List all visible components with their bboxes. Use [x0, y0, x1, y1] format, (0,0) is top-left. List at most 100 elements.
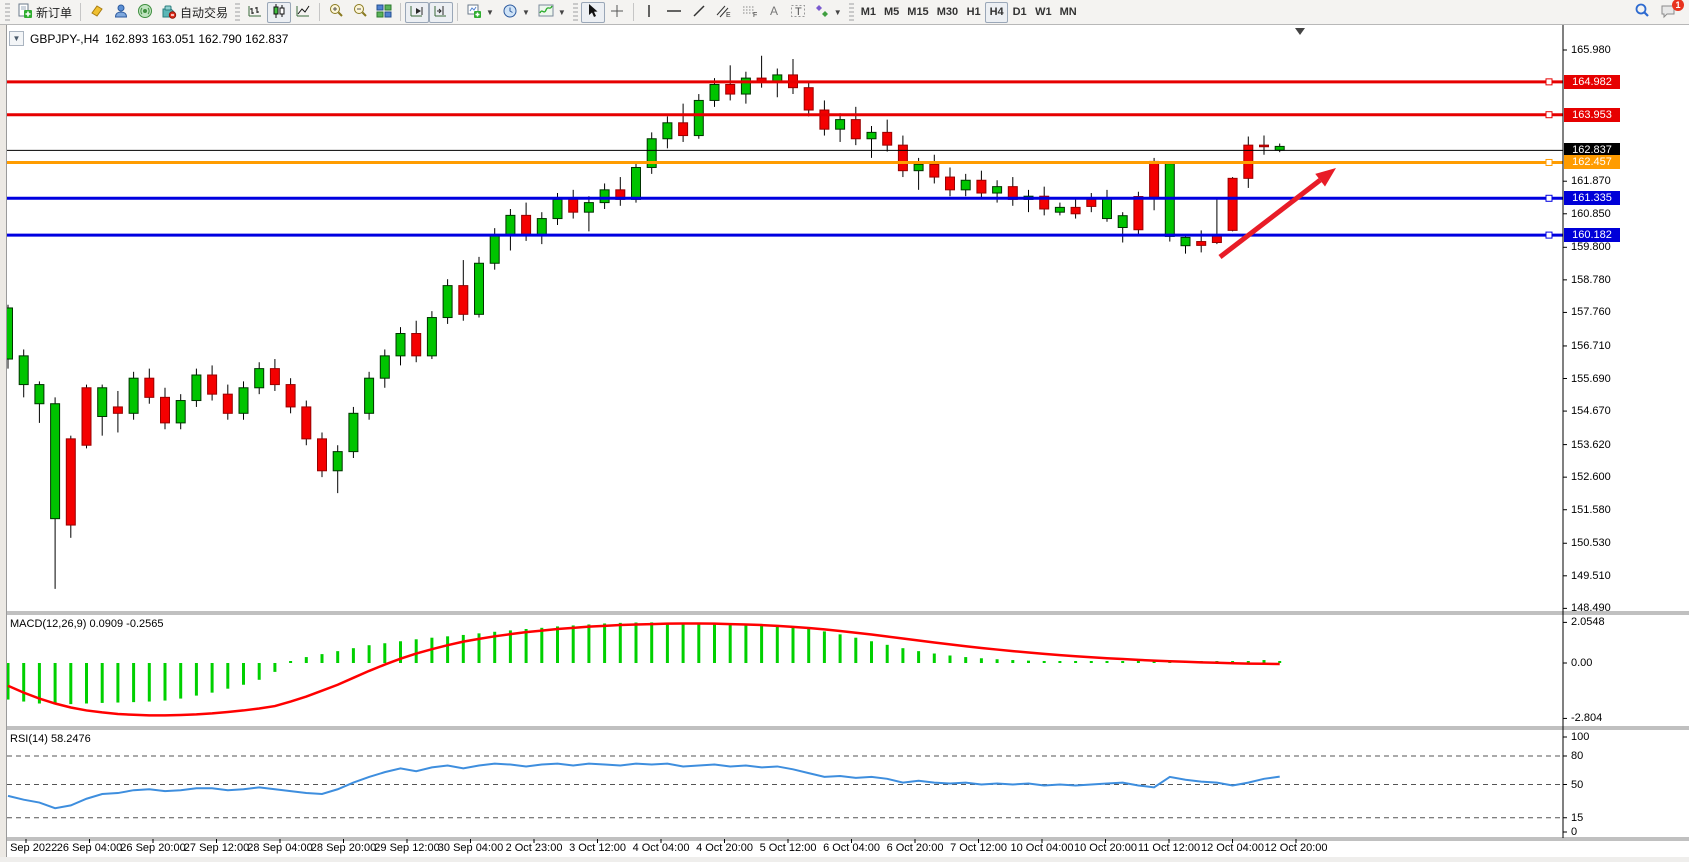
toolbar-grip[interactable]: [572, 3, 578, 21]
price-axis-tick: 148.490: [1571, 602, 1611, 615]
price-axis-tick: 156.710: [1571, 339, 1611, 352]
rsi-axis-tick: 15: [1571, 811, 1584, 824]
price-badge-163.953: 163.953: [1564, 107, 1620, 122]
search-button[interactable]: [1629, 2, 1655, 23]
timeframe-H1[interactable]: H1: [962, 2, 985, 23]
text-label-icon: T: [790, 3, 806, 22]
autotrading-button[interactable]: 自动交易: [157, 2, 232, 23]
one-click-trading-button[interactable]: ▼: [9, 31, 24, 46]
dropdown-arrow-icon: ▼: [557, 7, 566, 17]
timeframe-label: W1: [1035, 6, 1052, 18]
horizontal-line-tool-button[interactable]: [661, 2, 687, 23]
toolbar-grip[interactable]: [235, 3, 241, 21]
time-label: 10 Oct 04:00: [1010, 842, 1074, 854]
fibonacci-tool-button[interactable]: F: [737, 2, 763, 23]
gold-tag-button[interactable]: [85, 2, 109, 23]
zoom-in-icon: [328, 3, 344, 22]
timeframe-label: M1: [860, 6, 876, 18]
timeframe-M5[interactable]: M5: [880, 2, 903, 23]
indicators-button[interactable]: ▼: [534, 2, 570, 23]
text-icon: A: [767, 3, 781, 22]
line-chart-mode-button[interactable]: [291, 2, 315, 23]
timeframe-D1[interactable]: D1: [1008, 2, 1031, 23]
time-label: 26 Sep 20:00: [120, 842, 186, 854]
hline-161.335[interactable]: [7, 194, 1563, 202]
toolbar-grip[interactable]: [848, 3, 854, 21]
alerts-button[interactable]: [133, 2, 157, 23]
bar-chart-mode-button[interactable]: [243, 2, 267, 23]
horizontal-line-icon: [665, 3, 683, 22]
text-label-tool-button[interactable]: T: [786, 2, 810, 23]
indicators-icon: [538, 3, 554, 22]
cursor-button[interactable]: [580, 1, 605, 23]
time-label: 28 Sep 20:00: [310, 842, 377, 854]
dropdown-arrow-icon: ▼: [486, 7, 494, 17]
window-bottom-frame: [0, 857, 1689, 862]
time-label: 4 Oct 20:00: [696, 842, 753, 854]
time-label: 6 Oct 04:00: [823, 842, 880, 854]
candlestick-icon: [271, 3, 287, 22]
timeframe-M1[interactable]: M1: [857, 2, 880, 23]
macd-signal-line: [7, 622, 1280, 717]
vertical-line-tool-button[interactable]: [638, 2, 661, 23]
price-axis-tick: 161.870: [1571, 175, 1611, 188]
hline-164.982[interactable]: [7, 78, 1563, 86]
search-icon: [1633, 2, 1651, 23]
new-order-button[interactable]: 新订单: [13, 2, 76, 23]
new-order-label: 新订单: [36, 5, 73, 20]
chart-shift-marker[interactable]: [1295, 28, 1305, 35]
time-label: 26 Sep 04:00: [56, 842, 123, 854]
trendline-tool-button[interactable]: [687, 2, 711, 23]
rsi-axis-tick: 80: [1571, 750, 1584, 762]
community-button[interactable]: [109, 2, 133, 23]
hline-160.182[interactable]: [7, 231, 1563, 239]
vertical-line-icon: [642, 3, 656, 22]
arrows-tool-button[interactable]: ▼: [810, 2, 846, 23]
timeframe-H4[interactable]: H4: [985, 1, 1009, 23]
timeframe-MN[interactable]: MN: [1056, 2, 1081, 23]
crosshair-button[interactable]: [605, 2, 629, 23]
time-label: 4 Oct 04:00: [632, 842, 690, 854]
hline-163.953[interactable]: [7, 111, 1563, 119]
equidistant-channel-icon: E: [715, 3, 733, 22]
person-icon: [113, 3, 129, 22]
notifications-button[interactable]: 1: [1655, 0, 1684, 23]
crosshair-icon: [609, 3, 625, 22]
macd-indicator-label: MACD(12,26,9) 0.0909 -0.2565: [10, 618, 164, 630]
macd-axis-tick: 2.0548: [1571, 616, 1605, 629]
time-label: 30 Sep 04:00: [437, 842, 504, 854]
rsi-axis-tick: 0: [1571, 826, 1578, 838]
dropdown-arrow-icon: ▼: [833, 7, 842, 17]
periods-button[interactable]: ▼: [498, 2, 534, 23]
timeframe-label: M15: [907, 6, 929, 18]
chart-shift-button[interactable]: [429, 1, 454, 23]
toolbar-separator: [632, 3, 634, 21]
auto-scroll-button[interactable]: [405, 1, 430, 23]
equidistant-channel-tool-button[interactable]: E: [711, 2, 737, 23]
timeframe-W1[interactable]: W1: [1031, 2, 1056, 23]
price-axis-tick: 155.690: [1571, 372, 1611, 385]
symbol-period-label: GBPJPY-,H4: [30, 31, 99, 46]
text-tool-button[interactable]: A: [763, 2, 786, 23]
trend-arrow-annotation[interactable]: [1218, 168, 1336, 259]
toolbar-grip[interactable]: [5, 3, 10, 21]
timeframe-group: M1 M5 M15 M30 H1 H4 D1 W1 MN: [857, 1, 1081, 23]
timeframe-M30[interactable]: M30: [933, 2, 962, 23]
zoom-out-button[interactable]: [348, 2, 372, 23]
hline-162.457[interactable]: [7, 158, 1563, 166]
new-chart-button[interactable]: ▼: [462, 2, 498, 23]
tile-windows-button[interactable]: [372, 2, 396, 23]
price-axis-tick: 153.620: [1571, 438, 1611, 451]
auto-scroll-icon: [409, 3, 425, 22]
timeframe-label: D1: [1012, 6, 1027, 18]
autotrading-label: 自动交易: [180, 5, 229, 20]
toolbar-separator: [457, 3, 459, 21]
price-badge-160.182: 160.182: [1564, 228, 1620, 243]
candlestick-mode-button[interactable]: [267, 1, 292, 23]
sound-icon: [137, 3, 153, 22]
timeframe-label: M5: [884, 6, 900, 18]
zoom-in-button[interactable]: [324, 2, 348, 23]
timeframe-label: M30: [936, 6, 959, 18]
timeframe-M15[interactable]: M15: [903, 2, 932, 23]
trendline-icon: [691, 3, 707, 22]
